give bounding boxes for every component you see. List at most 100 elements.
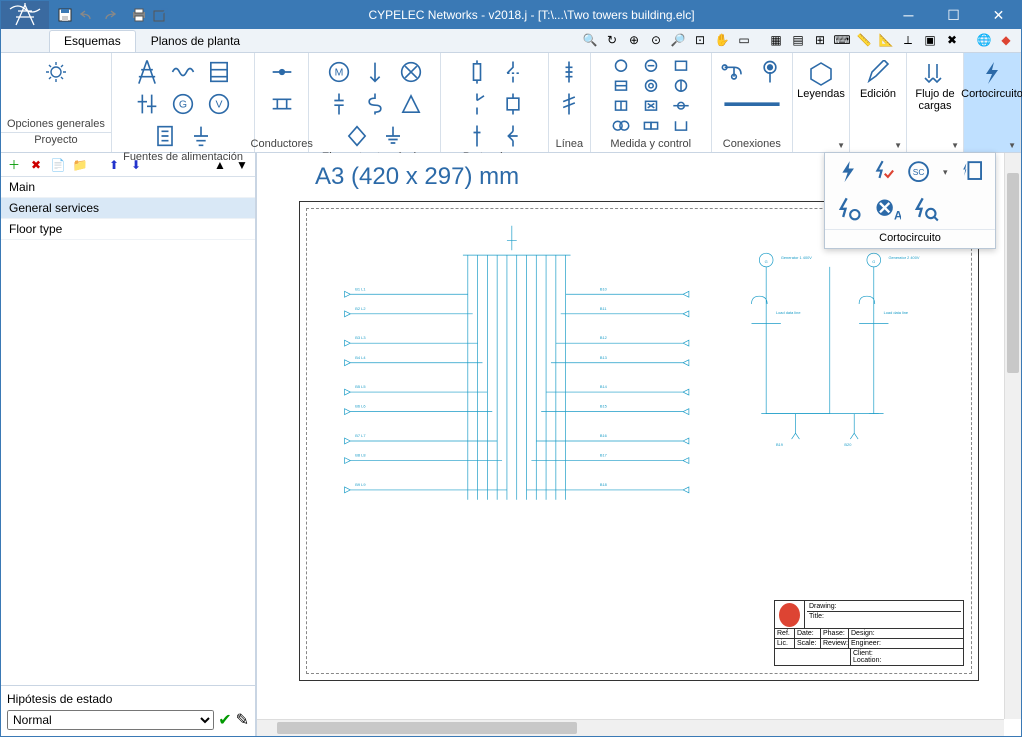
ruler-icon[interactable]: 📏 xyxy=(855,31,873,49)
tree-item-floor[interactable]: Floor type xyxy=(1,219,255,240)
m7-icon[interactable] xyxy=(610,98,632,114)
app-logo xyxy=(1,1,49,29)
zoomwin-icon[interactable]: ⊡ xyxy=(691,31,709,49)
snap-icon[interactable]: ⊞ xyxy=(811,31,829,49)
ground-icon[interactable] xyxy=(187,122,215,150)
ribbon-group-medida: Medida y control xyxy=(591,53,712,152)
pin-icon[interactable] xyxy=(756,58,784,86)
line3-icon[interactable] xyxy=(555,90,583,118)
world-icon[interactable]: 🌐 xyxy=(975,31,993,49)
keyboard-icon[interactable]: ⌨ xyxy=(833,31,851,49)
globe-icon[interactable]: ⊕ xyxy=(625,31,643,49)
pan-icon[interactable]: ✋ xyxy=(713,31,731,49)
bolt-gear-icon[interactable] xyxy=(835,197,863,223)
m12-icon[interactable] xyxy=(670,118,692,134)
add-icon[interactable]: ＋ xyxy=(5,156,23,174)
tower-icon[interactable] xyxy=(133,58,161,86)
node-icon[interactable] xyxy=(720,58,748,86)
print-icon[interactable] xyxy=(131,7,147,23)
redo-icon[interactable] xyxy=(101,7,117,23)
cable-icon[interactable] xyxy=(268,58,296,86)
target-icon[interactable]: ⊙ xyxy=(647,31,665,49)
sc-icon[interactable]: SC xyxy=(906,159,931,185)
refresh-icon[interactable]: ↻ xyxy=(603,31,621,49)
minimize-button[interactable]: ─ xyxy=(886,1,931,29)
tab-esquemas[interactable]: Esquemas xyxy=(49,30,136,52)
left-panel: ＋ ✖ 📄 📁 ⬆ ⬇ ▲ ▼ Main General services Fl… xyxy=(1,153,256,736)
m3-icon[interactable] xyxy=(670,58,692,74)
breaker-icon[interactable] xyxy=(499,58,527,86)
relay-icon[interactable] xyxy=(499,90,527,118)
triangle-icon[interactable] xyxy=(397,90,425,118)
m6-icon[interactable] xyxy=(670,78,692,94)
hypothesis-select[interactable]: Normal xyxy=(7,710,214,730)
dropdown-arrow-icon[interactable]: ▾ xyxy=(941,159,950,185)
panel-icon[interactable] xyxy=(205,58,233,86)
generator-icon[interactable]: G xyxy=(169,90,197,118)
save-icon[interactable] xyxy=(57,7,73,23)
ribbon-group-cortocircuito[interactable]: Cortocircuito ▼ xyxy=(964,53,1021,152)
measure-icon[interactable]: 📐 xyxy=(877,31,895,49)
diamond-icon[interactable] xyxy=(343,122,371,150)
m8-icon[interactable] xyxy=(640,98,662,114)
folder-icon[interactable]: 📁 xyxy=(71,156,89,174)
transformer-icon[interactable] xyxy=(151,122,179,150)
m5-icon[interactable] xyxy=(640,78,662,94)
delete-icon[interactable]: ✖ xyxy=(27,156,45,174)
close-button[interactable]: ✕ xyxy=(976,1,1021,29)
m2-icon[interactable] xyxy=(640,58,662,74)
ribbon-label-proyecto: Proyecto xyxy=(32,133,79,148)
cap-icon[interactable] xyxy=(325,90,353,118)
gear-icon[interactable] xyxy=(42,58,70,86)
m1-icon[interactable] xyxy=(610,58,632,74)
grid2-icon[interactable]: ▤ xyxy=(789,31,807,49)
ribbon-group-edicion[interactable]: Edición ▼ xyxy=(850,53,907,152)
bolt-check-icon[interactable] xyxy=(870,159,895,185)
binoculars-icon[interactable]: 🔍 xyxy=(581,31,599,49)
dim-icon[interactable]: ⟂ xyxy=(899,31,917,49)
cancel-a-icon[interactable]: A xyxy=(873,197,901,223)
arrow-icon[interactable] xyxy=(361,58,389,86)
m11-icon[interactable] xyxy=(640,118,662,134)
ribbon-group-leyendas[interactable]: Leyendas ▼ xyxy=(793,53,850,152)
fuse-icon[interactable] xyxy=(463,58,491,86)
switch-icon[interactable] xyxy=(463,90,491,118)
svg-text:B11: B11 xyxy=(600,306,607,311)
help-icon[interactable]: ◆ xyxy=(997,31,1015,49)
bolt-search-icon[interactable] xyxy=(911,197,939,223)
horizontal-scrollbar[interactable] xyxy=(257,719,1004,736)
apply-icon[interactable]: ✔ xyxy=(218,710,231,730)
lamp-icon[interactable] xyxy=(397,58,425,86)
export-icon[interactable] xyxy=(153,7,169,23)
inductor-icon[interactable] xyxy=(169,58,197,86)
line-icon[interactable] xyxy=(555,58,583,86)
busbar-icon[interactable] xyxy=(268,90,296,118)
coil-icon[interactable] xyxy=(361,90,389,118)
m9-icon[interactable] xyxy=(670,98,692,114)
layer-icon[interactable]: ▣ xyxy=(921,31,939,49)
voltmeter-icon[interactable]: V xyxy=(205,90,233,118)
tool-icon[interactable]: ✖ xyxy=(943,31,961,49)
battery-icon[interactable] xyxy=(133,90,161,118)
tab-planos[interactable]: Planos de planta xyxy=(136,30,255,52)
undo-icon[interactable] xyxy=(79,7,95,23)
tree-item-general[interactable]: General services xyxy=(1,198,255,219)
maximize-button[interactable]: ☐ xyxy=(931,1,976,29)
contactor-icon[interactable] xyxy=(499,122,527,150)
zoom-icon[interactable]: 🔎 xyxy=(669,31,687,49)
copy-icon[interactable]: 📄 xyxy=(49,156,67,174)
bolt-icon[interactable] xyxy=(835,159,860,185)
tree-item-main[interactable]: Main xyxy=(1,177,255,198)
bolt-doc-icon[interactable] xyxy=(960,159,985,185)
select-icon[interactable]: ▭ xyxy=(735,31,753,49)
ribbon-group-flujo[interactable]: Flujo de cargas ▼ xyxy=(907,53,964,152)
motor-icon[interactable]: M xyxy=(325,58,353,86)
m4-icon[interactable] xyxy=(610,78,632,94)
grid-icon[interactable]: ▦ xyxy=(767,31,785,49)
vertical-scrollbar[interactable] xyxy=(1004,153,1021,719)
disconnect-icon[interactable] xyxy=(463,122,491,150)
edit-hypothesis-icon[interactable]: ✎ xyxy=(236,710,249,730)
m10-icon[interactable] xyxy=(610,118,632,134)
earth-icon[interactable] xyxy=(379,122,407,150)
hline-icon[interactable] xyxy=(722,90,782,118)
